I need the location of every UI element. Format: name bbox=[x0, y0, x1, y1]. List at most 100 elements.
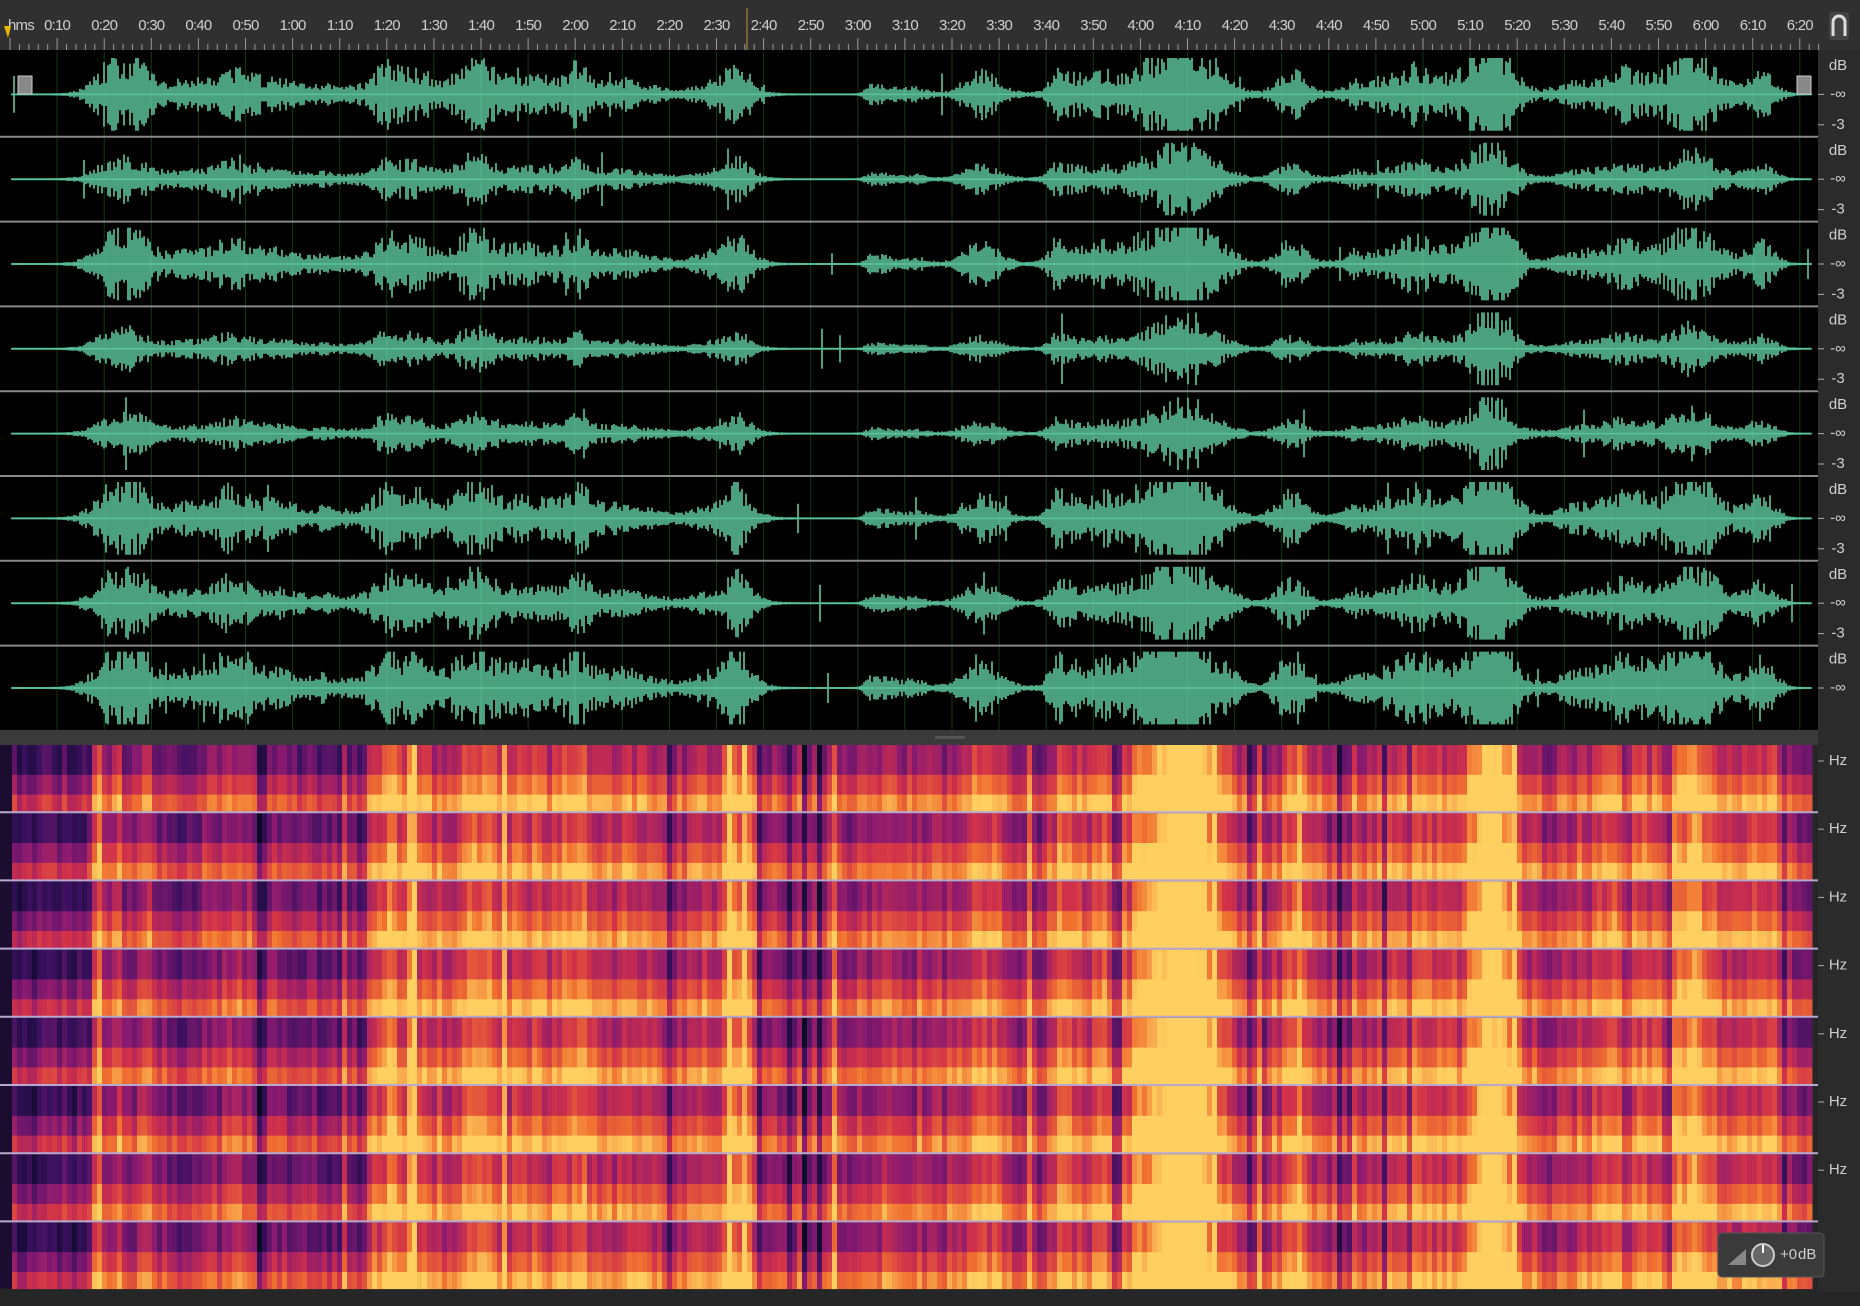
spectrogram-cell bbox=[757, 979, 763, 1000]
spectrogram-cell bbox=[602, 862, 608, 880]
spectrogram-cell bbox=[487, 794, 493, 812]
spectrogram-cell bbox=[552, 862, 558, 880]
ruler-label: 2:20 bbox=[656, 17, 682, 34]
spectrogram-cell bbox=[152, 911, 158, 932]
spectrogram-cell bbox=[412, 774, 418, 796]
spectrogram-cell bbox=[47, 1067, 53, 1085]
spectrogram-cell bbox=[77, 1067, 83, 1085]
spectrogram-cell bbox=[212, 1017, 218, 1049]
spectrogram-cell bbox=[1317, 813, 1323, 844]
spectrogram-cell bbox=[1282, 949, 1288, 980]
spectrogram-cell bbox=[802, 813, 808, 844]
spectrogram-cell bbox=[1607, 774, 1613, 796]
spectrogram-cell bbox=[1302, 774, 1308, 796]
spectrogram-cell bbox=[202, 949, 208, 980]
spectrogram-cell bbox=[722, 794, 728, 812]
spectrogram-cell bbox=[637, 931, 643, 949]
spectrogram-cell bbox=[967, 949, 973, 980]
spectrogram-cell bbox=[1162, 979, 1168, 1000]
spectrogram-cell bbox=[352, 881, 358, 912]
spectrogram-cell bbox=[312, 745, 318, 776]
spectrogram-cell bbox=[1357, 745, 1363, 776]
spectrogram-cell bbox=[202, 881, 208, 912]
spectrogram-cell bbox=[1567, 999, 1573, 1017]
spectrogram-cell bbox=[682, 911, 688, 932]
spectrogram-cell bbox=[1122, 813, 1128, 844]
spectrogram-cell bbox=[1572, 774, 1578, 796]
spectrogram-cell bbox=[237, 774, 243, 796]
spectrogram-cell bbox=[847, 794, 853, 812]
spectrogram-cell bbox=[1472, 745, 1478, 776]
spectrogram-cell bbox=[292, 1067, 298, 1085]
spectrogram-cell bbox=[412, 813, 418, 844]
spectrogram-cell bbox=[1032, 813, 1038, 844]
spectrogram-cell bbox=[1517, 813, 1523, 844]
spectrogram-cell bbox=[452, 1067, 458, 1085]
spectrogram-cell bbox=[1677, 745, 1683, 776]
spectrogram-cell bbox=[77, 843, 83, 864]
spectrogram-cell bbox=[882, 862, 888, 880]
spectrogram-cell bbox=[892, 999, 898, 1017]
spectrogram-cell bbox=[577, 949, 583, 980]
spectrogram-cell bbox=[1027, 862, 1033, 880]
spectrogram-cell bbox=[212, 949, 218, 980]
spectrogram-cell bbox=[1702, 774, 1708, 796]
spectrogram-cell bbox=[977, 745, 983, 776]
spectrogram-cell bbox=[1367, 843, 1373, 864]
spectrogram-cell bbox=[1582, 911, 1588, 932]
spectrogram-cell bbox=[1632, 843, 1638, 864]
spectrogram-cell bbox=[202, 862, 208, 880]
spectrogram-cell bbox=[872, 843, 878, 864]
spectrogram-cell bbox=[477, 949, 483, 980]
spectrogram-cell bbox=[1212, 949, 1218, 980]
spectrogram-cell bbox=[912, 745, 918, 776]
spectrogram-cell bbox=[1042, 979, 1048, 1000]
splitter[interactable] bbox=[0, 730, 1860, 745]
spectrogram-cell bbox=[192, 979, 198, 1000]
spectrogram-cell bbox=[597, 745, 603, 776]
spectrogram-cell bbox=[1407, 745, 1413, 776]
spectrogram-cell bbox=[477, 774, 483, 796]
ruler-label: 0:50 bbox=[233, 17, 259, 34]
spectrogram-cell bbox=[1052, 999, 1058, 1017]
spectrogram-cell bbox=[982, 813, 988, 844]
spectrogram-cell bbox=[1712, 881, 1718, 912]
spectrogram-cell bbox=[1582, 813, 1588, 844]
spectrogram-cell bbox=[407, 979, 413, 1000]
spectrogram-cell bbox=[1042, 949, 1048, 980]
spectrogram-cell bbox=[1652, 862, 1658, 880]
spectrogram-cell bbox=[1612, 774, 1618, 796]
spectrogram-cell bbox=[1132, 862, 1138, 880]
spectrogram-cell bbox=[687, 881, 693, 912]
spectrogram-cell bbox=[177, 911, 183, 932]
spectrogram-cell bbox=[1472, 843, 1478, 864]
spectrogram-cell bbox=[1122, 949, 1128, 980]
spectrogram-cell bbox=[712, 949, 718, 980]
spectrogram-cell bbox=[1517, 774, 1523, 796]
spectrogram-cell bbox=[672, 843, 678, 864]
spectrogram-cell bbox=[1092, 979, 1098, 1000]
spectrogram-cell bbox=[357, 813, 363, 844]
spectrogram-cell bbox=[1157, 931, 1163, 949]
spectrogram-cell bbox=[637, 999, 643, 1017]
ruler-label: 4:40 bbox=[1316, 17, 1342, 34]
spectrogram-cell bbox=[1162, 999, 1168, 1017]
spectrogram-cell bbox=[722, 843, 728, 864]
spectrogram-cell bbox=[577, 774, 583, 796]
spectrogram-cell bbox=[87, 862, 93, 880]
spectrogram-cell bbox=[112, 881, 118, 912]
spectrogram-cell bbox=[657, 949, 663, 980]
spectrogram-cell bbox=[797, 911, 803, 932]
spectrogram-cell bbox=[107, 881, 113, 912]
spectrogram-cell bbox=[1347, 774, 1353, 796]
spectrogram-cell bbox=[532, 774, 538, 796]
spectrogram-cell bbox=[1232, 949, 1238, 980]
spectrogram-cell bbox=[1407, 862, 1413, 880]
spectrogram-cell bbox=[1067, 813, 1073, 844]
spectrogram-cell bbox=[17, 1047, 23, 1068]
spectrogram-cell bbox=[617, 949, 623, 980]
spectrogram-cell bbox=[1612, 794, 1618, 812]
spectrogram-cell bbox=[957, 931, 963, 949]
spectrogram-cell bbox=[262, 794, 268, 812]
spectrogram-cell bbox=[312, 862, 318, 880]
